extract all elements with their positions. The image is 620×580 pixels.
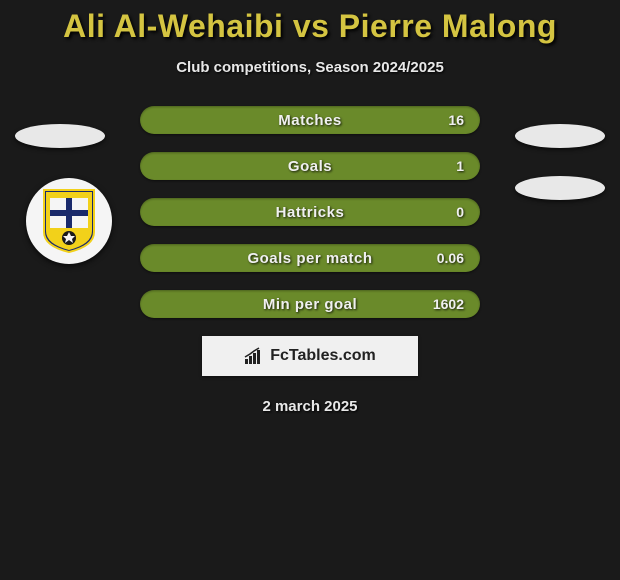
- bar-chart-icon: [244, 347, 266, 365]
- stat-value: 0: [456, 204, 464, 220]
- stat-value: 16: [448, 112, 464, 128]
- stat-bar-min-per-goal: Min per goal 1602: [140, 290, 480, 318]
- stat-bar-matches: Matches 16: [140, 106, 480, 134]
- stat-bar-goals: Goals 1: [140, 152, 480, 180]
- stat-label: Min per goal: [263, 296, 357, 313]
- club-shield-icon: [40, 188, 98, 254]
- stat-value: 0.06: [437, 250, 464, 266]
- comparison-card: Ali Al-Wehaibi vs Pierre Malong Club com…: [0, 0, 620, 415]
- stat-label: Hattricks: [276, 204, 345, 221]
- player-right-placeholder-2: [515, 176, 605, 200]
- stat-row: Goals 1: [0, 152, 620, 180]
- stat-row: Min per goal 1602: [0, 290, 620, 318]
- subtitle: Club competitions, Season 2024/2025: [0, 59, 620, 76]
- brand-box[interactable]: FcTables.com: [202, 336, 418, 376]
- player-left-placeholder: [15, 124, 105, 148]
- stat-value: 1602: [433, 296, 464, 312]
- page-title: Ali Al-Wehaibi vs Pierre Malong: [0, 8, 620, 45]
- stat-label: Goals per match: [247, 250, 372, 267]
- brand-name: FcTables.com: [270, 347, 376, 365]
- stat-bar-goals-per-match: Goals per match 0.06: [140, 244, 480, 272]
- player-right-placeholder-1: [515, 124, 605, 148]
- date-label: 2 march 2025: [0, 398, 620, 415]
- stat-bar-hattricks: Hattricks 0: [140, 198, 480, 226]
- stat-value: 1: [456, 158, 464, 174]
- brand-label: FcTables.com: [244, 347, 376, 365]
- club-badge: [26, 178, 112, 264]
- stat-label: Matches: [278, 112, 342, 129]
- stat-label: Goals: [288, 158, 332, 175]
